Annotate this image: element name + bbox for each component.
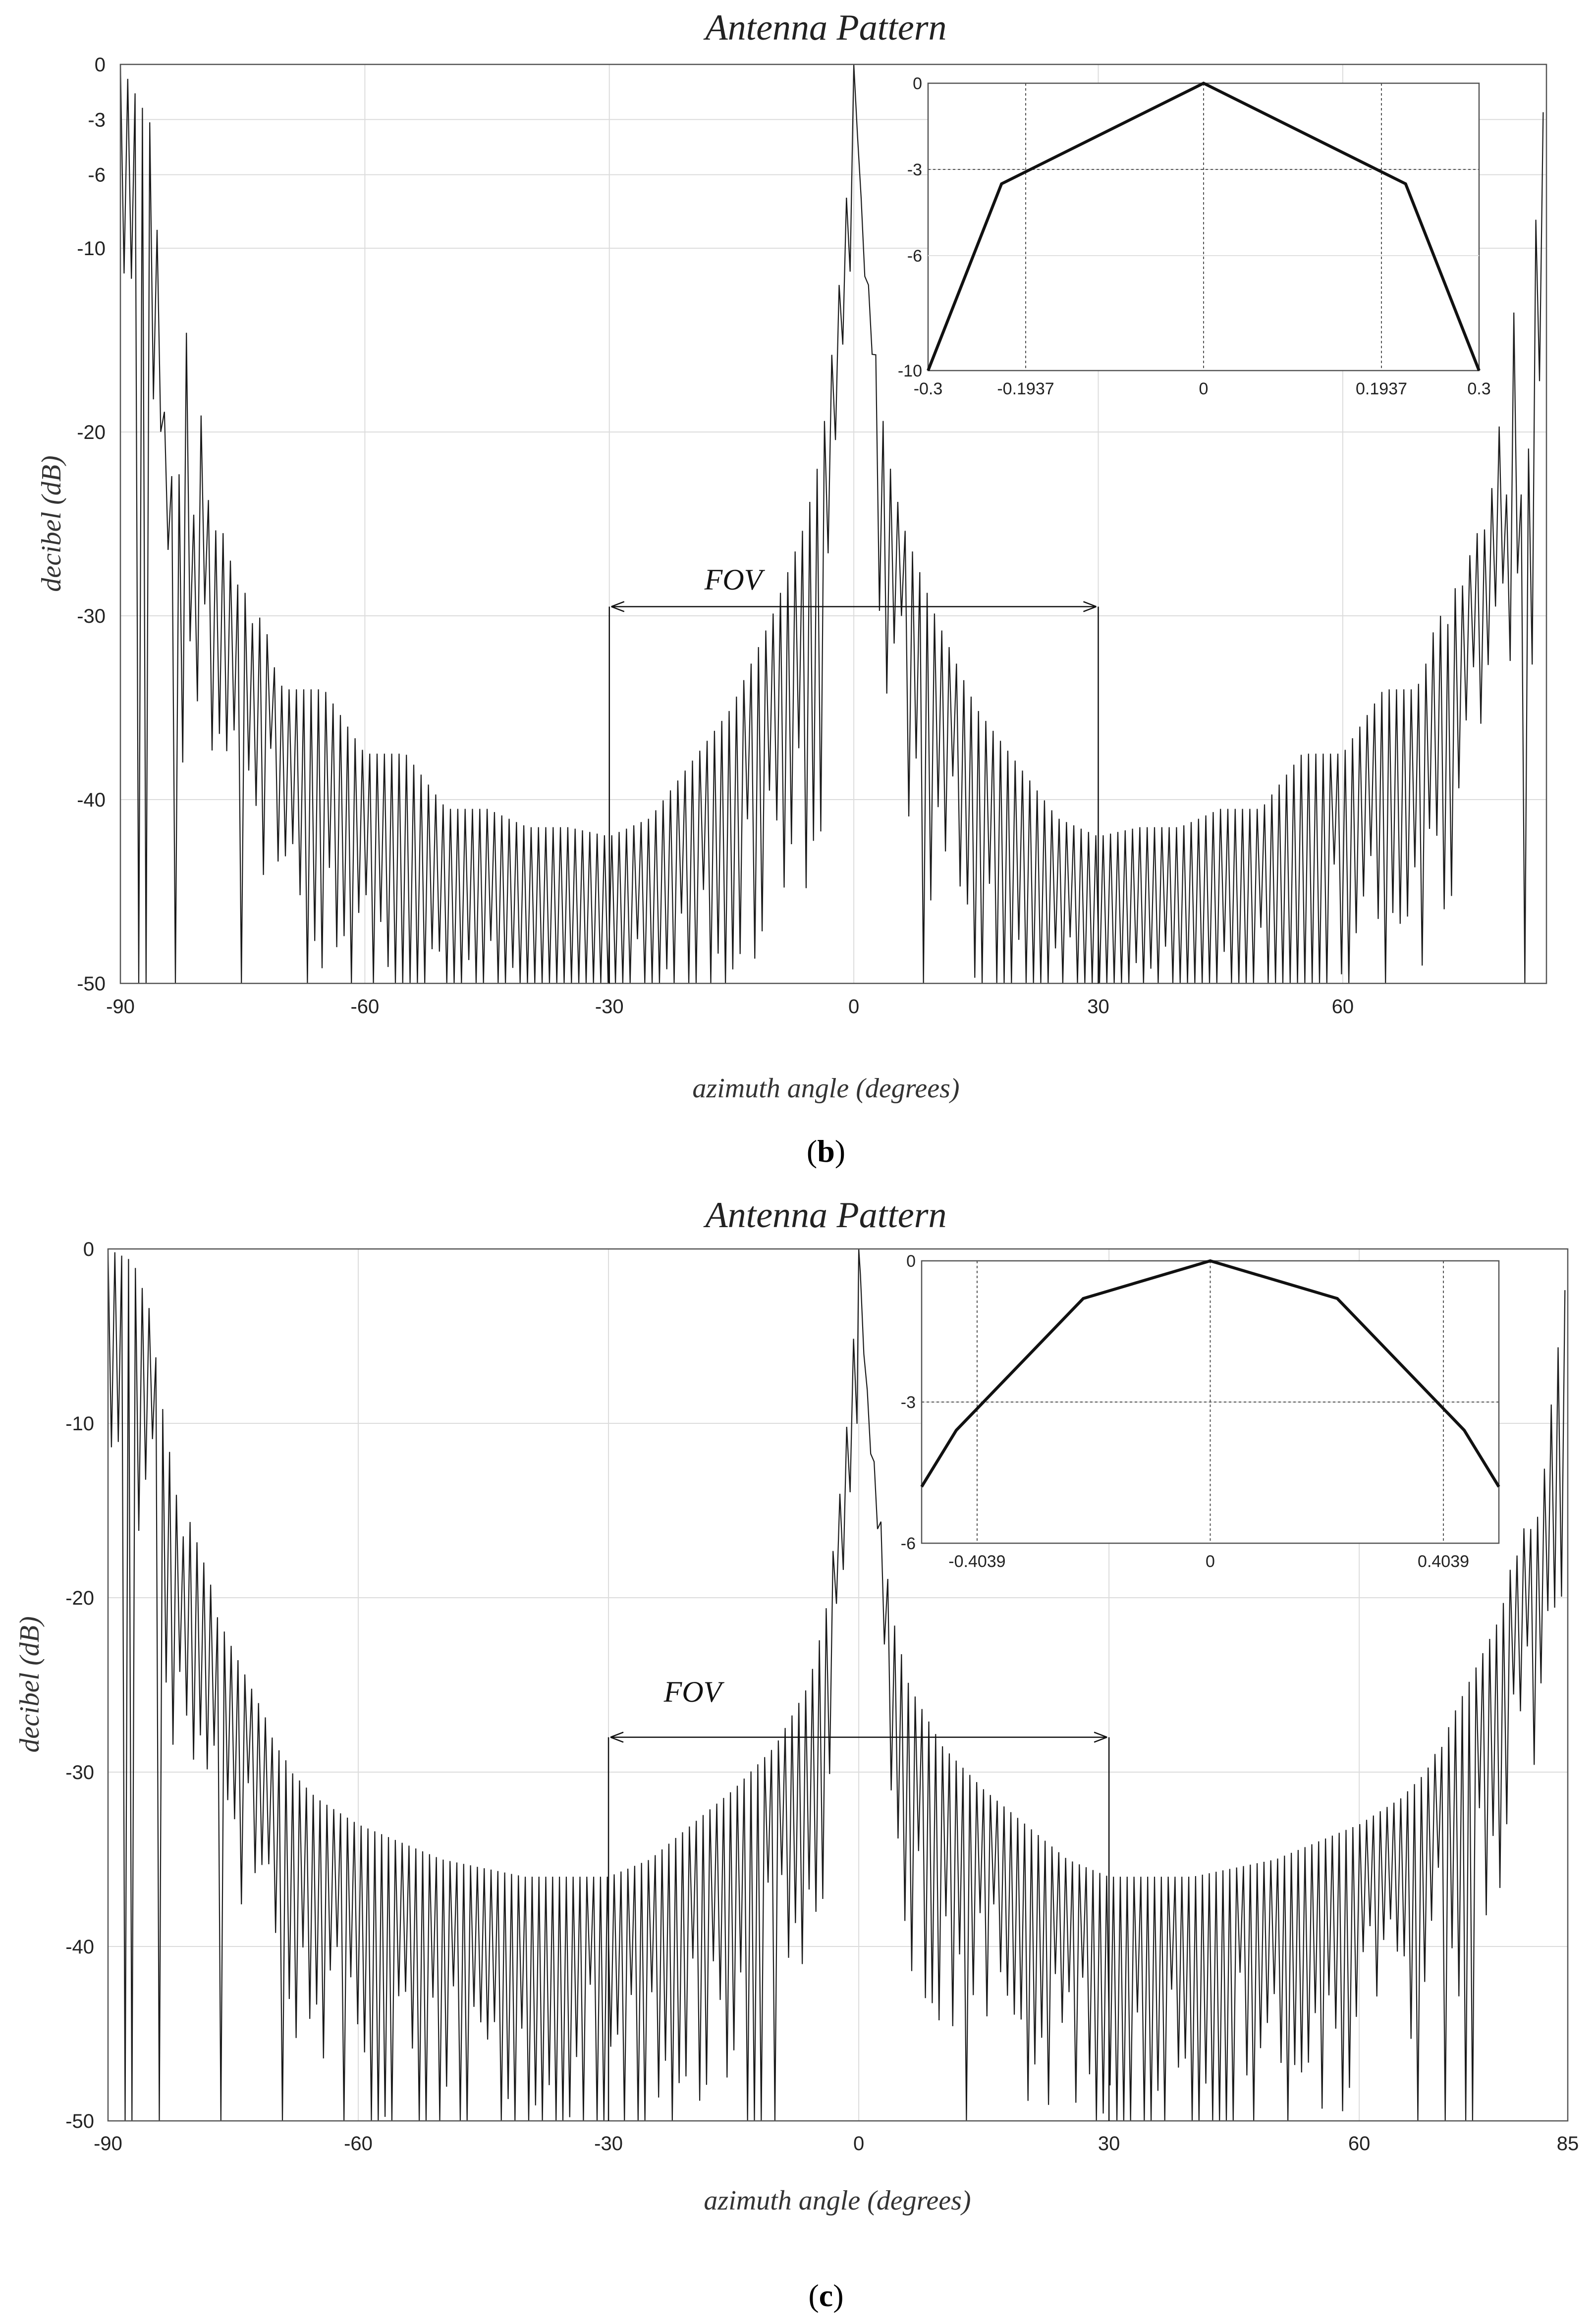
y-tick-label-4: -20 <box>77 422 106 443</box>
fov-arrow-head-right <box>1094 1731 1107 1743</box>
y-tick-label-1: -3 <box>88 109 106 131</box>
panel-c-inset: 0 -3 -6 -0.4039 0 0.4039 <box>901 1252 1500 1571</box>
x-tick-label-1: -60 <box>344 2133 373 2155</box>
y-tick-label-7: -50 <box>77 973 106 995</box>
inset-y-tick-label-0: 0 <box>906 1252 916 1271</box>
y-tick-label-2: -6 <box>88 164 106 186</box>
panel-c-label-letter: c <box>819 2278 833 2313</box>
panel-b-series-line <box>119 64 1544 984</box>
x-tick-label-0: -90 <box>94 2133 122 2155</box>
inset-x-tick-label-0: -0.4039 <box>948 1552 1005 1571</box>
inset-series-line <box>927 81 1481 372</box>
fov-arrow-head-right <box>1083 601 1097 612</box>
panel-b-title: Antenna Pattern <box>703 7 946 48</box>
x-tick-label-4: 30 <box>1098 2133 1120 2155</box>
x-tick-label-5: 60 <box>1348 2133 1371 2155</box>
inset-x-tick-label-4: 0.3 <box>1467 379 1490 398</box>
panel-c: Antenna Pattern 0-10-20-30-40-50 -90 -60-… <box>14 1195 1579 2313</box>
inset-x-tick-label-0: -0.3 <box>914 379 943 398</box>
panel-b-x-ticks: -90 -60 -30 0 30 60 <box>106 996 1354 1018</box>
x-tick-label-2: -30 <box>594 2133 623 2155</box>
x-tick-label-3: 0 <box>853 2133 864 2155</box>
x-tick-label-6: 85 <box>1557 2133 1579 2155</box>
y-tick-label-3: -30 <box>65 1762 94 1784</box>
inset-y-tick-label-2: -6 <box>901 1534 916 1553</box>
inset-y-tick-label-3: -10 <box>898 362 922 380</box>
x-tick-label-3: 0 <box>848 996 859 1018</box>
inset-y-tick-label-1: -3 <box>907 161 922 179</box>
panel-c-label: (c) <box>808 2278 843 2313</box>
x-tick-label-4: 30 <box>1087 996 1109 1018</box>
panel-b-label-letter: b <box>817 1134 835 1169</box>
panel-c-fov-label: FOV <box>663 1675 725 1708</box>
panel-c-fov-marker <box>607 1731 1110 2121</box>
panel-b-plot-frame <box>119 63 1547 984</box>
y-tick-label-3: -10 <box>77 238 106 260</box>
x-tick-label-1: -60 <box>350 996 379 1018</box>
y-tick-label-0: 0 <box>83 1239 94 1260</box>
series-line-pattern <box>119 64 1544 984</box>
y-tick-label-2: -20 <box>65 1587 94 1609</box>
panel-b-fov-marker <box>608 601 1099 983</box>
inset-x-tick-label-1: 0 <box>1206 1552 1215 1571</box>
fov-arrow-head-left <box>610 1731 624 1743</box>
y-tick-label-5: -30 <box>77 605 106 627</box>
inset-x-tick-label-3: 0.1937 <box>1356 379 1407 398</box>
x-tick-label-5: 60 <box>1332 996 1354 1018</box>
y-tick-label-0: 0 <box>95 54 106 76</box>
panel-c-plot-frame <box>107 1248 1569 2122</box>
y-tick-label-6: -40 <box>77 789 106 811</box>
y-tick-label-4: -40 <box>65 1936 94 1958</box>
x-tick-label-2: -30 <box>595 996 624 1018</box>
fov-arrow-head-left <box>611 601 625 612</box>
panel-b-grid <box>120 64 1546 983</box>
panel-c-title: Antenna Pattern <box>703 1195 946 1236</box>
panel-c-y-ticks: 0 -10 -20 -30 -40 -50 <box>65 1239 94 2132</box>
y-tick-label-5: -50 <box>65 2110 94 2132</box>
inset-y-tick-label-0: 0 <box>913 74 922 93</box>
panel-b-ylabel: decibel (dB) <box>36 455 67 592</box>
series-line-pattern <box>107 1248 1566 2121</box>
y-tick-label-1: -10 <box>65 1413 94 1435</box>
panel-c-series-line <box>107 1248 1566 2121</box>
inset-x-tick-label-2: 0.4039 <box>1418 1552 1469 1571</box>
inset-x-tick-label-1: -0.1937 <box>997 379 1054 398</box>
panel-b-fov-label: FOV <box>704 563 766 596</box>
x-tick-label-0: -90 <box>106 996 135 1018</box>
panel-b: Antenna Pattern 0-3-6-10-20-30-40-50 -90… <box>36 7 1547 1169</box>
inset-series-line <box>920 1259 1500 1488</box>
inset-y-tick-label-1: -3 <box>901 1393 916 1412</box>
panel-b-label: (b) <box>807 1134 845 1169</box>
panel-b-inset: 0 -3 -6 -10-0.3 -0.1937 0 0.1937 0.3 <box>898 74 1491 398</box>
inset-x-tick-label-2: 0 <box>1199 379 1209 398</box>
inset-y-tick-label-2: -6 <box>907 247 922 266</box>
panel-c-xlabel: azimuth angle (degrees) <box>704 2185 971 2216</box>
panel-b-xlabel: azimuth angle (degrees) <box>692 1073 959 1104</box>
panel-b-y-ticks: 0 -3 -6 -10 -20 -30 -40 -50 <box>77 54 106 995</box>
panel-c-ylabel: decibel (dB) <box>14 1616 45 1752</box>
panel-c-x-ticks: -90 -60 -30 0 30 60 85 <box>94 2133 1579 2155</box>
